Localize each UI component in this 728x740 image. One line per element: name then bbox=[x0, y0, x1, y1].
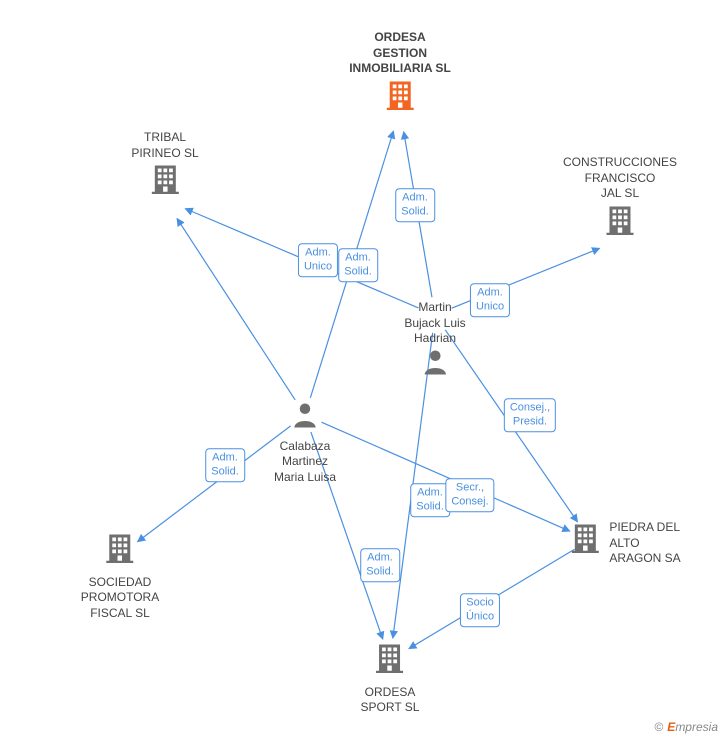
diagram-canvas: ORDESA GESTION INMOBILIARIA SLTRIBAL PIR… bbox=[0, 0, 728, 740]
edge-calabaza-sociedad bbox=[138, 426, 291, 542]
edge-label: Adm. Solid. bbox=[395, 188, 435, 222]
credit: ©Empresia bbox=[654, 720, 718, 734]
edge-calabaza-tribal bbox=[177, 218, 295, 399]
edge-label: Adm. Solid. bbox=[205, 448, 245, 482]
edge-label: Adm. Unico bbox=[298, 243, 338, 277]
edge-label: Consej., Presid. bbox=[504, 398, 556, 432]
edge-label: Adm. Unico bbox=[470, 283, 510, 317]
edges-layer bbox=[0, 0, 728, 740]
edge-label: Secr., Consej. bbox=[445, 478, 494, 512]
edge-label: Adm. Solid. bbox=[338, 248, 378, 282]
copyright-symbol: © bbox=[654, 720, 663, 734]
edge-label: Adm. Solid. bbox=[410, 483, 450, 517]
edge-label: Adm. Solid. bbox=[360, 548, 400, 582]
edge-label: Socio Único bbox=[460, 593, 500, 627]
credit-rest: mpresia bbox=[675, 720, 718, 734]
edge-calabaza-ordesa_sport bbox=[311, 432, 383, 639]
